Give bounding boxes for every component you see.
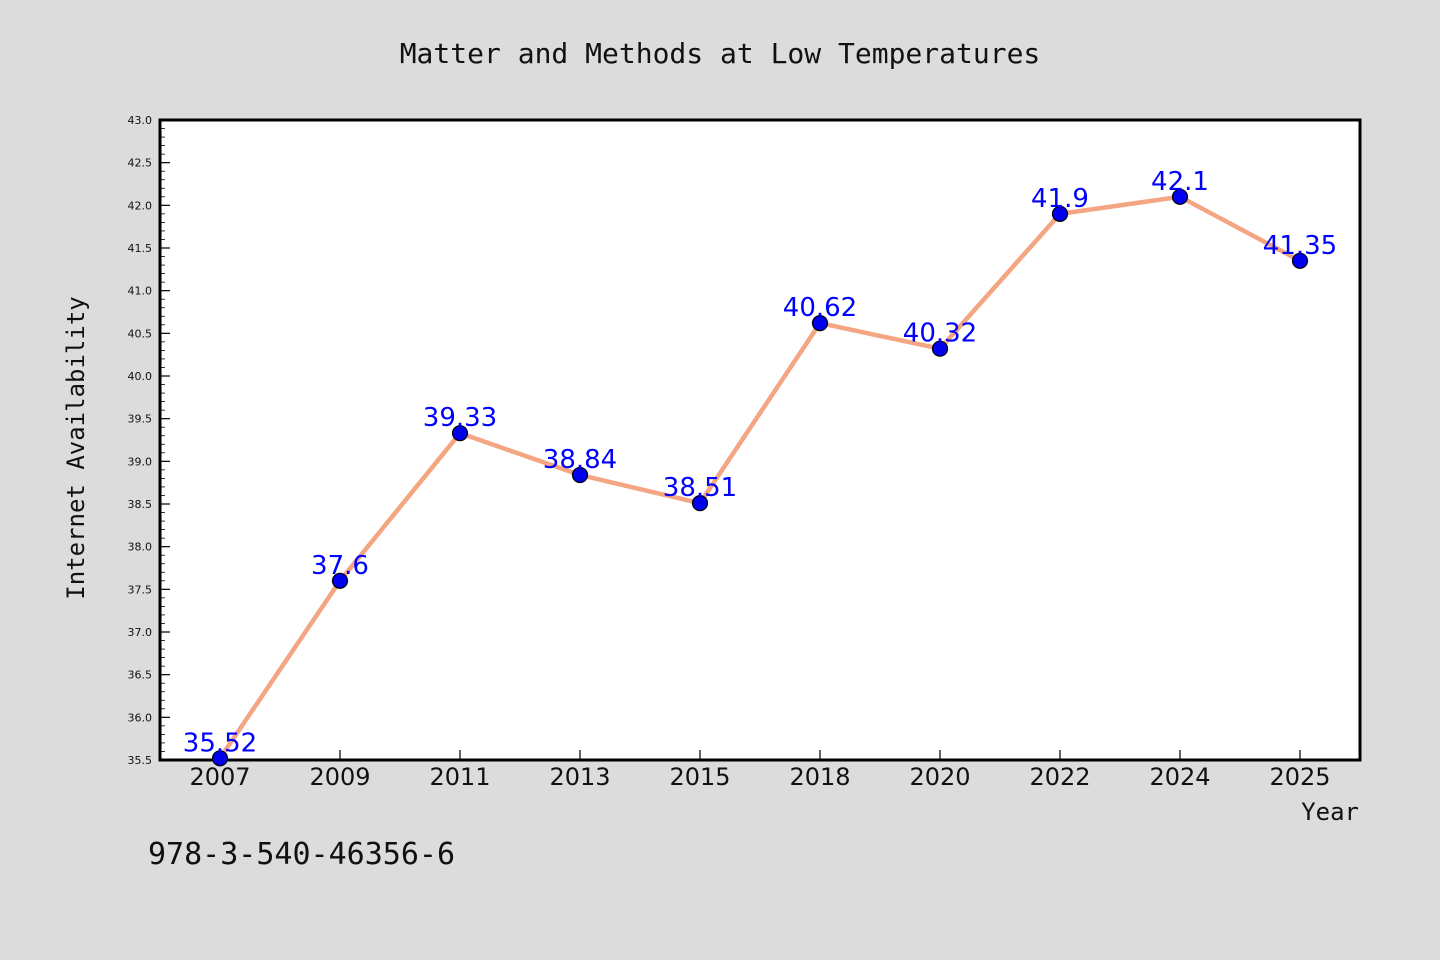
x-tick-label: 2022 bbox=[1029, 763, 1090, 791]
y-tick-label: 41.5 bbox=[128, 242, 153, 255]
data-point bbox=[811, 314, 829, 332]
y-tick-label: 36.5 bbox=[128, 669, 153, 682]
data-label: 38.84 bbox=[543, 445, 617, 475]
x-tick-label: 2007 bbox=[189, 763, 250, 791]
data-point bbox=[571, 466, 589, 484]
data-label: 41.35 bbox=[1263, 231, 1337, 261]
x-tick-label: 2024 bbox=[1149, 763, 1210, 791]
y-tick-label: 40.0 bbox=[128, 370, 153, 383]
y-tick-label: 40.5 bbox=[128, 327, 153, 340]
data-label: 37.6 bbox=[311, 551, 369, 581]
y-tick-label: 42.0 bbox=[128, 199, 153, 212]
y-axis-label: Internet Availability bbox=[62, 296, 90, 599]
data-label: 40.32 bbox=[903, 319, 977, 349]
isbn-footnote: 978-3-540-46356-6 bbox=[148, 837, 455, 872]
data-label: 40.62 bbox=[783, 293, 857, 323]
y-tick-label: 37.5 bbox=[128, 583, 153, 596]
y-tick-label: 38.0 bbox=[128, 541, 153, 554]
plot-area bbox=[158, 118, 1362, 762]
data-point bbox=[1051, 205, 1069, 222]
x-tick-label: 2011 bbox=[429, 763, 490, 791]
x-axis-label: Year bbox=[1301, 798, 1359, 826]
data-point bbox=[931, 340, 949, 357]
data-point bbox=[1171, 188, 1189, 205]
y-tick-label: 35.5 bbox=[128, 754, 153, 767]
y-tick-label: 42.5 bbox=[128, 157, 153, 170]
y-tick-label: 37.0 bbox=[128, 626, 153, 639]
data-label: 39.33 bbox=[423, 403, 497, 433]
x-tick-label: 2020 bbox=[909, 763, 970, 791]
y-axis: 35.5 36.0 36.5 37.0 37.5 38.0 38.5 39.0 39.5 40.0… bbox=[128, 114, 170, 767]
data-point bbox=[211, 750, 229, 767]
data-point bbox=[1291, 252, 1309, 269]
data-point bbox=[691, 495, 709, 512]
series-layer bbox=[211, 188, 1309, 767]
data-label: 42.1 bbox=[1151, 167, 1209, 197]
x-axis: 2007 2009 2011 2013 2015 2018 2020 2022 2024 2025 bbox=[189, 750, 1331, 791]
y-tick-label: 43.0 bbox=[128, 114, 153, 127]
y-tick-label: 36.0 bbox=[128, 711, 153, 724]
y-tick-label: 39.5 bbox=[128, 413, 153, 426]
series-line bbox=[217, 194, 1303, 761]
y-tick-label: 38.5 bbox=[128, 498, 153, 511]
x-tick-label: 2018 bbox=[789, 763, 850, 791]
data-label: 35.52 bbox=[183, 728, 257, 758]
data-label: 41.9 bbox=[1031, 184, 1089, 214]
x-tick-label: 2015 bbox=[669, 763, 730, 791]
x-tick-label: 2025 bbox=[1269, 763, 1330, 791]
data-point bbox=[331, 572, 349, 589]
x-tick-label: 2009 bbox=[309, 763, 370, 791]
x-tick-label: 2013 bbox=[549, 763, 610, 791]
y-tick-label: 41.0 bbox=[128, 285, 153, 298]
data-point bbox=[451, 425, 469, 442]
chart-title: Matter and Methods at Low Temperatures bbox=[400, 37, 1041, 70]
data-labels: 35.52 37.6 39.33 38.84 38.51 40.62 40.32 41.9 42… bbox=[183, 167, 1337, 758]
data-label: 38.51 bbox=[663, 473, 737, 503]
y-tick-label: 39.0 bbox=[128, 455, 153, 468]
